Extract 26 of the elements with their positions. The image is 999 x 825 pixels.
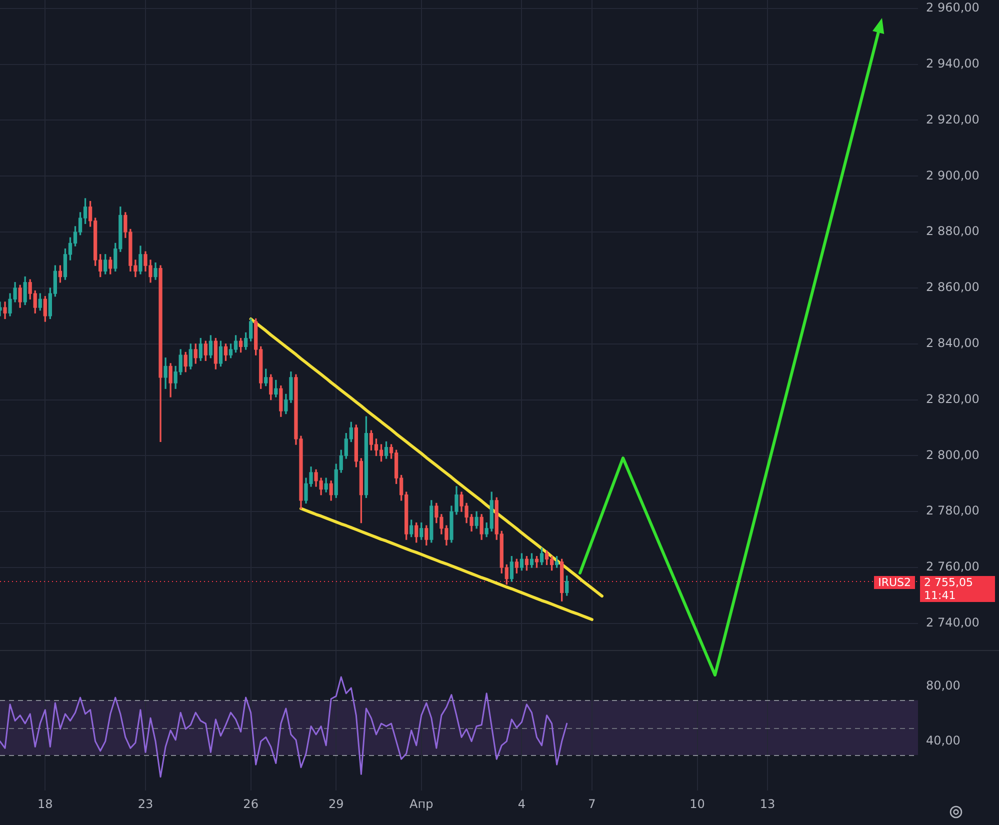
y-tick-label: 80,00 — [926, 678, 960, 693]
y-tick-label: 2 740,00 — [926, 616, 980, 630]
annotation: IRUS2 — [874, 576, 915, 590]
x-tick-label: 29 — [328, 796, 344, 811]
y-tick-label: 2 900,00 — [926, 168, 980, 182]
y-tick-label: 2 760,00 — [926, 560, 980, 574]
y-tick-label: 2 840,00 — [926, 336, 980, 350]
y-tick-label: 2 820,00 — [926, 392, 980, 406]
y-tick-label: 2 860,00 — [926, 280, 980, 294]
y-tick-label: 40,00 — [926, 733, 960, 748]
x-tick-label: 18 — [38, 796, 53, 811]
y-tick-label: 2 800,00 — [926, 448, 980, 462]
x-tick-label: 10 — [690, 796, 705, 811]
y-tick-label: 2 920,00 — [926, 112, 980, 126]
x-tick-label: 13 — [760, 796, 776, 811]
x-tick-label: 26 — [243, 796, 258, 811]
x-tick-label: 4 — [518, 796, 526, 811]
x-tick-label: 7 — [588, 796, 596, 811]
y-tick-label: 2 780,00 — [926, 504, 980, 518]
x-tick-label: 23 — [138, 796, 154, 811]
x-tick-label: Апр — [410, 796, 434, 811]
ref-line-label: 2 755,05 — [920, 576, 995, 590]
y-tick-label: 2 940,00 — [926, 56, 980, 70]
y-tick-label: 2 880,00 — [926, 224, 980, 238]
text: 11:41 — [920, 589, 995, 602]
y-tick-label: 2 960,00 — [926, 0, 980, 15]
